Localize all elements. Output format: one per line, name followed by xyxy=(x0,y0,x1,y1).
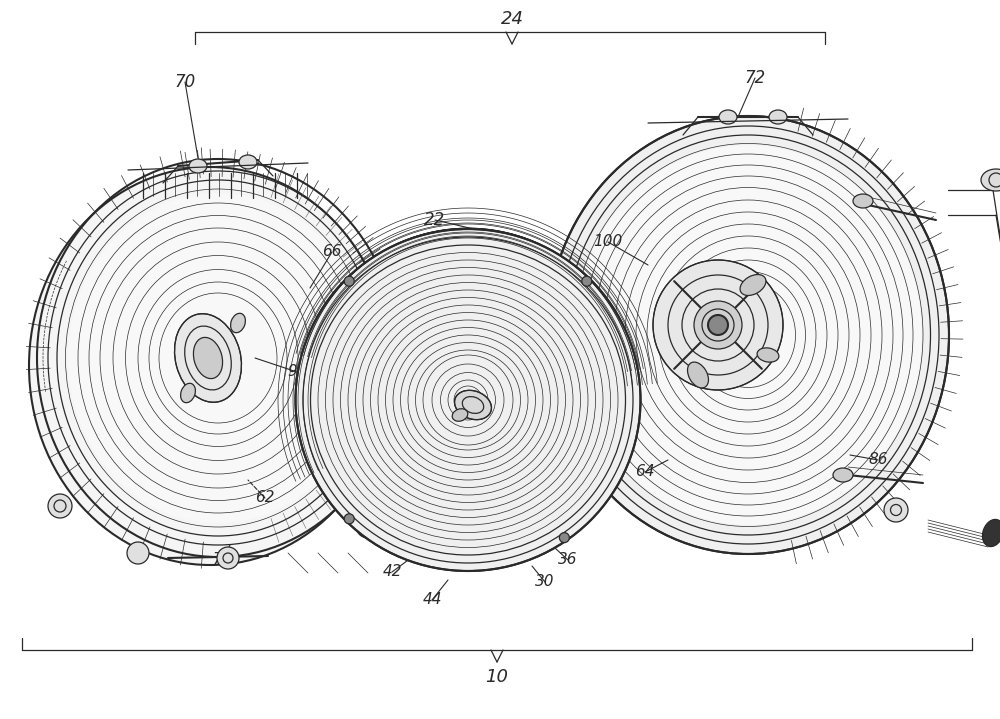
Text: 30: 30 xyxy=(535,574,555,590)
Text: 70: 70 xyxy=(174,73,196,91)
Ellipse shape xyxy=(296,229,640,571)
Ellipse shape xyxy=(574,145,922,525)
Ellipse shape xyxy=(694,301,742,349)
Ellipse shape xyxy=(189,159,207,173)
Text: 44: 44 xyxy=(422,592,442,608)
Ellipse shape xyxy=(547,116,949,554)
Text: 72: 72 xyxy=(744,69,766,87)
Text: 24: 24 xyxy=(501,10,524,28)
Ellipse shape xyxy=(833,468,853,482)
Ellipse shape xyxy=(356,514,380,538)
Ellipse shape xyxy=(452,408,468,421)
Ellipse shape xyxy=(769,110,787,124)
Ellipse shape xyxy=(757,348,779,362)
Ellipse shape xyxy=(455,390,491,420)
Text: 98: 98 xyxy=(287,365,307,380)
Ellipse shape xyxy=(29,167,391,565)
Ellipse shape xyxy=(561,488,585,512)
Text: 100: 100 xyxy=(593,234,623,249)
Ellipse shape xyxy=(653,260,783,390)
Circle shape xyxy=(344,514,354,524)
Text: 42: 42 xyxy=(382,564,402,580)
Text: 36: 36 xyxy=(558,552,578,567)
Text: 64: 64 xyxy=(635,464,655,480)
Text: 22: 22 xyxy=(424,211,446,229)
Ellipse shape xyxy=(68,193,368,523)
Ellipse shape xyxy=(853,194,873,208)
Ellipse shape xyxy=(719,110,737,124)
Ellipse shape xyxy=(193,337,223,379)
Ellipse shape xyxy=(708,315,728,335)
Ellipse shape xyxy=(740,275,766,296)
Text: 10: 10 xyxy=(486,668,509,686)
Ellipse shape xyxy=(688,362,708,388)
Circle shape xyxy=(344,276,354,286)
Ellipse shape xyxy=(48,494,72,518)
Circle shape xyxy=(582,276,592,286)
Text: 86: 86 xyxy=(868,452,888,467)
Ellipse shape xyxy=(231,313,245,333)
Ellipse shape xyxy=(981,169,1000,191)
Text: 66: 66 xyxy=(322,244,342,260)
Text: 74: 74 xyxy=(212,552,232,567)
Ellipse shape xyxy=(982,519,1000,546)
Ellipse shape xyxy=(127,542,149,564)
Ellipse shape xyxy=(217,547,239,569)
Ellipse shape xyxy=(239,155,257,169)
Ellipse shape xyxy=(181,383,195,403)
Text: 62: 62 xyxy=(255,490,275,505)
Ellipse shape xyxy=(884,498,908,522)
Ellipse shape xyxy=(175,313,241,402)
Circle shape xyxy=(559,533,569,543)
